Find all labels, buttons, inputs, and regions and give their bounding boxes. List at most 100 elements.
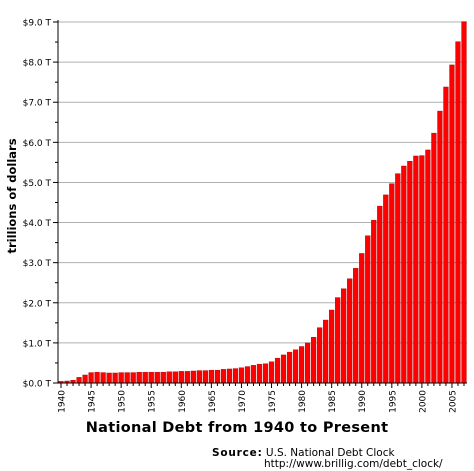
y-tick-label: $8.0 T — [23, 59, 52, 69]
axes: $0.0 T $1.0 T $2.0 T $3.0 T $4.0 T $5.0 T $6.0… — [23, 19, 467, 413]
bar-1982 — [311, 337, 317, 384]
x-tick-label: 1945 — [88, 390, 98, 413]
bar-1962 — [190, 370, 196, 384]
bar-2006 — [455, 41, 461, 384]
bar-1964 — [202, 370, 208, 384]
x-tick-label: 1965 — [208, 390, 218, 413]
bar-1988 — [347, 278, 353, 384]
x-tick-label: 1960 — [178, 390, 188, 413]
bar-2005 — [449, 64, 455, 384]
source-name: U.S. National Debt Clock — [265, 447, 395, 459]
bar-1983 — [317, 327, 323, 384]
bar-1999 — [413, 155, 419, 384]
bar-1963 — [196, 370, 202, 384]
bar-1965 — [208, 369, 214, 384]
bar-1978 — [286, 351, 293, 384]
x-tick-label: 1950 — [118, 390, 128, 413]
bar-2002 — [431, 132, 437, 384]
bar-2007 — [461, 21, 467, 384]
bar-1950 — [118, 372, 124, 384]
bar-1990 — [359, 253, 365, 384]
bar-1945 — [88, 372, 94, 384]
bar-1952 — [130, 372, 136, 384]
bar-1960 — [178, 371, 184, 384]
bar-1946 — [94, 371, 100, 384]
bar-1985 — [329, 309, 335, 384]
bar-1994 — [383, 194, 389, 384]
x-tick-label: 2000 — [418, 390, 428, 413]
x-tick-label: 1980 — [298, 390, 308, 413]
bar-1958 — [166, 371, 172, 384]
bar-1984 — [323, 319, 329, 384]
bar-1961 — [184, 371, 190, 384]
bar-1944 — [82, 374, 88, 384]
grid-lines — [58, 21, 467, 384]
bar-1992 — [371, 219, 377, 384]
bar-2004 — [443, 86, 449, 384]
bar-1979 — [292, 349, 299, 384]
bar-1980 — [298, 346, 305, 384]
y-tick-label: $0.0 T — [23, 380, 52, 390]
bar-1953 — [136, 371, 142, 384]
bar-1971 — [244, 366, 251, 384]
bar-1949 — [112, 372, 118, 384]
x-tick-label: 1970 — [238, 390, 248, 413]
x-tick-label: 1985 — [328, 390, 338, 413]
bar-1956 — [154, 371, 160, 384]
bar-1948 — [106, 372, 112, 384]
bar-1973 — [256, 363, 263, 384]
bar-series — [58, 21, 467, 384]
bar-1954 — [142, 371, 148, 384]
bar-1995 — [389, 183, 395, 384]
bar-1957 — [160, 371, 166, 384]
chart-title: National Debt from 1940 to Present — [85, 420, 389, 436]
bar-1951 — [124, 372, 130, 384]
y-tick-label: $6.0 T — [23, 139, 52, 149]
bar-1991 — [365, 235, 371, 384]
y-tick-label: $4.0 T — [23, 219, 52, 229]
debt-bar-chart: $0.0 T $1.0 T $2.0 T $3.0 T $4.0 T $5.0 T $6.0… — [5, 19, 467, 413]
bar-1967 — [220, 369, 227, 384]
bar-2003 — [437, 110, 443, 384]
source-url: http://www.brillig.com/debt_clock/ — [264, 458, 443, 470]
x-tick-label: 1990 — [358, 390, 368, 413]
x-tick-label: 1975 — [268, 390, 278, 413]
bar-1974 — [262, 363, 269, 384]
bar-1996 — [395, 173, 401, 384]
bar-1970 — [238, 367, 245, 384]
bar-1976 — [274, 357, 281, 384]
bar-1968 — [226, 368, 233, 384]
bar-1955 — [148, 371, 154, 384]
bar-1989 — [353, 268, 359, 384]
bar-1975 — [268, 361, 275, 384]
bar-1987 — [341, 288, 347, 384]
bar-1959 — [172, 371, 178, 384]
x-tick-label: 1940 — [58, 390, 68, 413]
bar-1986 — [335, 297, 341, 384]
bar-1997 — [401, 165, 407, 384]
x-tick-label: 1955 — [148, 390, 158, 413]
bar-1981 — [305, 342, 311, 384]
y-tick-label: $7.0 T — [23, 99, 52, 109]
source-label: Source: — [212, 447, 263, 459]
y-tick-label: $5.0 T — [23, 179, 52, 189]
bar-1947 — [100, 372, 106, 384]
y-axis-label: trillions of dollars — [5, 138, 19, 253]
source-credit: Source: U.S. National Debt Clock — [212, 447, 395, 460]
y-tick-label: $2.0 T — [23, 299, 52, 309]
y-tick-label: $1.0 T — [23, 339, 52, 349]
bar-1943 — [76, 377, 82, 384]
x-tick-label: 2005 — [448, 390, 458, 413]
y-tick-label: $9.0 T — [23, 19, 52, 29]
bar-1993 — [377, 205, 383, 384]
bar-1966 — [214, 369, 220, 384]
bar-2001 — [425, 149, 431, 384]
y-tick-label: $3.0 T — [23, 259, 52, 269]
bar-2000 — [419, 155, 425, 384]
bar-1998 — [407, 160, 413, 384]
bar-1969 — [232, 368, 239, 384]
bar-1977 — [280, 354, 287, 384]
bar-1972 — [250, 365, 257, 384]
x-tick-label: 1995 — [388, 390, 398, 413]
